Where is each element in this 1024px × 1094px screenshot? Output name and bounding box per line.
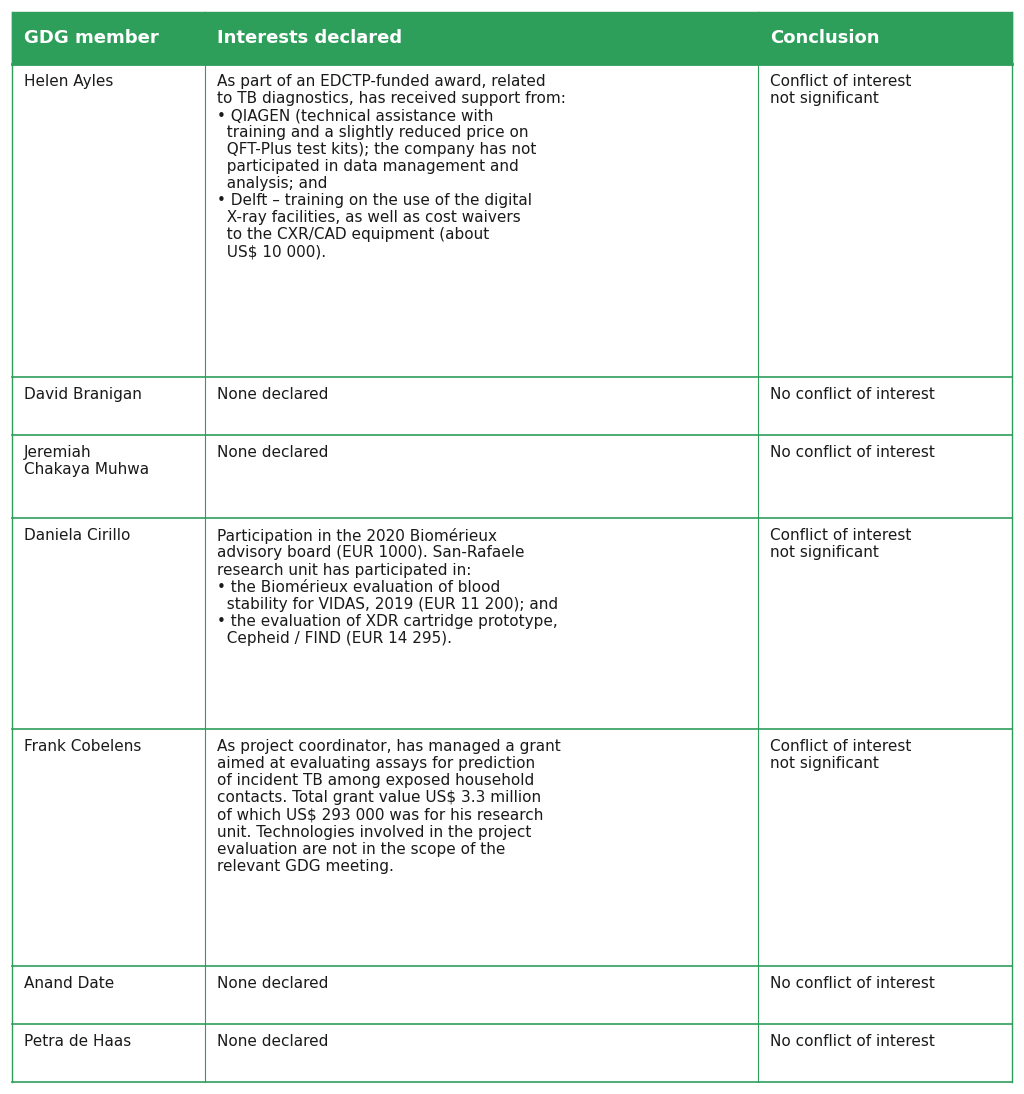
Text: None declared: None declared xyxy=(217,1034,329,1049)
Text: Participation in the 2020 Biomérieux: Participation in the 2020 Biomérieux xyxy=(217,528,497,545)
Bar xyxy=(12,730,1012,966)
Text: aimed at evaluating assays for prediction: aimed at evaluating assays for predictio… xyxy=(217,756,536,771)
Text: As project coordinator, has managed a grant: As project coordinator, has managed a gr… xyxy=(217,740,561,754)
Text: not significant: not significant xyxy=(770,546,879,560)
Text: stability for VIDAS, 2019 (EUR 11 200); and: stability for VIDAS, 2019 (EUR 11 200); … xyxy=(217,596,558,612)
Text: to the CXR/CAD equipment (about: to the CXR/CAD equipment (about xyxy=(217,228,489,243)
Bar xyxy=(12,65,1012,376)
Text: Cepheid / FIND (EUR 14 295).: Cepheid / FIND (EUR 14 295). xyxy=(217,631,452,645)
Text: X-ray facilities, as well as cost waivers: X-ray facilities, as well as cost waiver… xyxy=(217,210,521,225)
Text: Chakaya Muhwa: Chakaya Muhwa xyxy=(24,462,150,477)
Bar xyxy=(12,1024,1012,1082)
Text: of incident TB among exposed household: of incident TB among exposed household xyxy=(217,773,535,789)
Text: evaluation are not in the scope of the: evaluation are not in the scope of the xyxy=(217,841,506,857)
Text: As part of an EDCTP-funded award, related: As part of an EDCTP-funded award, relate… xyxy=(217,74,546,89)
Text: US$ 10 000).: US$ 10 000). xyxy=(217,244,326,259)
Text: not significant: not significant xyxy=(770,91,879,106)
Text: • the Biomérieux evaluation of blood: • the Biomérieux evaluation of blood xyxy=(217,580,501,595)
Text: advisory board (EUR 1000). San-Rafaele: advisory board (EUR 1000). San-Rafaele xyxy=(217,546,524,560)
Text: relevant GDG meeting.: relevant GDG meeting. xyxy=(217,859,394,874)
Text: not significant: not significant xyxy=(770,756,879,771)
Text: None declared: None declared xyxy=(217,976,329,990)
Text: Conclusion: Conclusion xyxy=(770,30,880,47)
Text: • QIAGEN (technical assistance with: • QIAGEN (technical assistance with xyxy=(217,108,494,124)
Text: No conflict of interest: No conflict of interest xyxy=(770,1034,935,1049)
Text: No conflict of interest: No conflict of interest xyxy=(770,976,935,990)
Text: None declared: None declared xyxy=(217,386,329,401)
Text: Conflict of interest: Conflict of interest xyxy=(770,528,911,544)
Text: contacts. Total grant value US$ 3.3 million: contacts. Total grant value US$ 3.3 mill… xyxy=(217,791,541,805)
Text: David Branigan: David Branigan xyxy=(24,386,142,401)
Text: research unit has participated in:: research unit has participated in: xyxy=(217,562,471,578)
Bar xyxy=(12,966,1012,1024)
Bar xyxy=(12,519,1012,730)
Text: Jeremiah: Jeremiah xyxy=(24,445,91,459)
Text: Petra de Haas: Petra de Haas xyxy=(24,1034,131,1049)
Text: No conflict of interest: No conflict of interest xyxy=(770,386,935,401)
Text: Daniela Cirillo: Daniela Cirillo xyxy=(24,528,130,544)
Text: None declared: None declared xyxy=(217,445,329,459)
Text: Interests declared: Interests declared xyxy=(217,30,402,47)
Text: participated in data management and: participated in data management and xyxy=(217,160,519,174)
Bar xyxy=(12,434,1012,519)
Text: analysis; and: analysis; and xyxy=(217,176,328,191)
Text: • Delft – training on the use of the digital: • Delft – training on the use of the dig… xyxy=(217,194,532,208)
Text: • the evaluation of XDR cartridge prototype,: • the evaluation of XDR cartridge protot… xyxy=(217,614,558,629)
Text: unit. Technologies involved in the project: unit. Technologies involved in the proje… xyxy=(217,825,531,839)
Text: GDG member: GDG member xyxy=(24,30,159,47)
Text: Conflict of interest: Conflict of interest xyxy=(770,740,911,754)
Bar xyxy=(12,12,1012,65)
Text: to TB diagnostics, has received support from:: to TB diagnostics, has received support … xyxy=(217,91,566,106)
Text: QFT-Plus test kits); the company has not: QFT-Plus test kits); the company has not xyxy=(217,142,537,158)
Text: No conflict of interest: No conflict of interest xyxy=(770,445,935,459)
Bar xyxy=(12,376,1012,434)
Text: Helen Ayles: Helen Ayles xyxy=(24,74,114,89)
Text: of which US$ 293 000 was for his research: of which US$ 293 000 was for his researc… xyxy=(217,807,544,823)
Text: training and a slightly reduced price on: training and a slightly reduced price on xyxy=(217,125,528,140)
Text: Conflict of interest: Conflict of interest xyxy=(770,74,911,89)
Text: Frank Cobelens: Frank Cobelens xyxy=(24,740,141,754)
Text: Anand Date: Anand Date xyxy=(24,976,115,990)
